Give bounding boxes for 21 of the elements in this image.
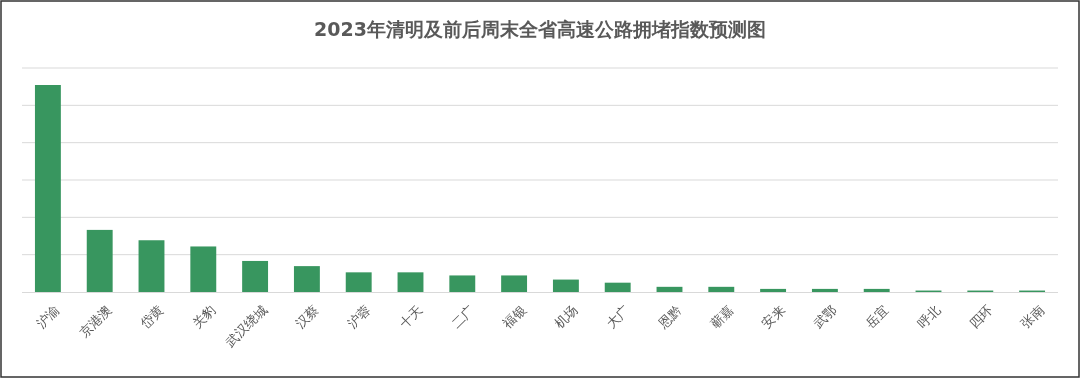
x-tick-label: 机场: [551, 302, 581, 332]
x-tick-label: 蕲嘉: [707, 302, 737, 332]
x-tick-label: 呼北: [914, 302, 944, 332]
x-tick-label: 十天: [396, 302, 426, 332]
x-tick-label: 四环: [966, 302, 996, 332]
x-tick-label: 张南: [1018, 302, 1048, 332]
x-tick-label: 岱黄: [137, 302, 167, 332]
x-tick-label: 安来: [759, 302, 789, 332]
x-tick-label: 岳宜: [862, 302, 892, 332]
x-tick-label: 武鄂: [810, 302, 840, 332]
x-tick-label: 汉蔡: [292, 302, 322, 332]
x-tick-label: 二广: [448, 302, 478, 332]
chart-title: 2023年清明及前后周末全省高速公路拥堵指数预测图: [314, 18, 766, 40]
x-tick-label: 京港澳: [76, 302, 115, 341]
x-tick-label: 恩黔: [654, 302, 685, 332]
x-tick-label: 武汉绕城: [222, 302, 271, 350]
x-tick-label: 沪渝: [33, 302, 63, 332]
x-tick-label: 大广: [603, 302, 633, 332]
x-tick-label: 关豹: [189, 302, 219, 332]
x-tick-label: 福银: [500, 302, 530, 332]
x-tick-label: 沪蓉: [344, 302, 374, 332]
